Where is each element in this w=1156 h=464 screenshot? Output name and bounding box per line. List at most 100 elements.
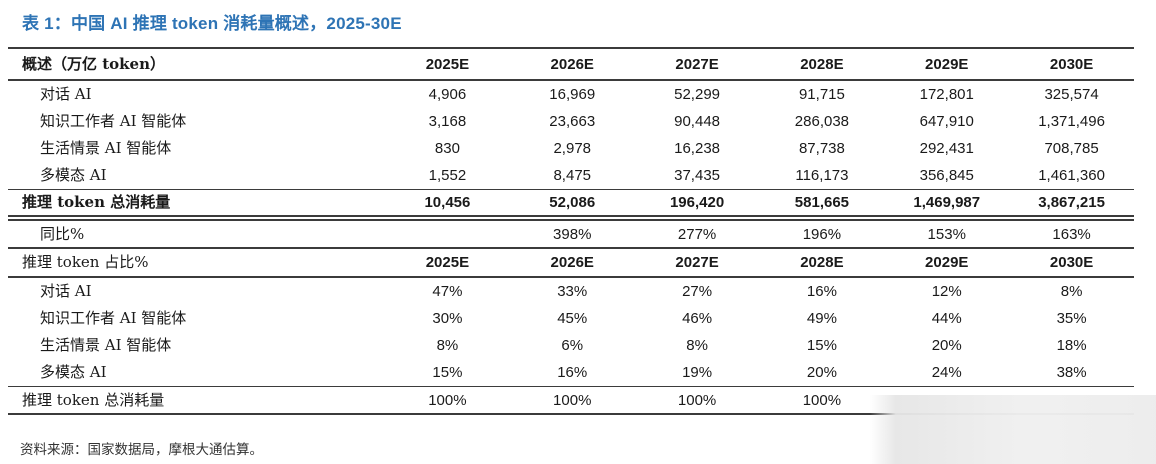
total-label: 推理 token 总消耗量 xyxy=(22,193,171,211)
year-header: 2029E xyxy=(925,254,969,271)
cell-value: 4,906 xyxy=(428,86,467,103)
cell-value: 277% xyxy=(677,225,717,243)
table-title: 表 1：中国 AI 推理 token 消耗量概述，2025-30E xyxy=(22,14,402,33)
year-header: 2025E xyxy=(425,55,470,73)
source-note: 资料来源：国家数据局，摩根大通估算。 xyxy=(20,442,263,458)
cell-value: 10,456 xyxy=(424,194,471,211)
row-label: 对话 AI xyxy=(40,85,92,103)
cell-value: 8,475 xyxy=(553,167,592,184)
year-header: 2025E xyxy=(425,254,470,271)
row-label: 同比% xyxy=(40,224,85,243)
section1-header-label: 概述（万亿 token） xyxy=(22,54,165,73)
year-header: 2026E xyxy=(550,55,594,73)
section1-header-row: 概述（万亿 token） 2025E 2026E 2027E 2028E 202… xyxy=(8,47,1134,81)
table-row: 对话 AI 4,906 16,969 52,299 91,715 172,801… xyxy=(8,81,1134,108)
cell-value: 20% xyxy=(806,364,837,381)
cell-value: 1,371,496 xyxy=(1038,113,1105,130)
table-row: 知识工作者 AI 智能体 30% 45% 46% 49% 44% 35% xyxy=(8,305,1134,332)
section2-header-row: 推理 token 占比% 2025E 2026E 2027E 2028E 202… xyxy=(8,249,1134,278)
cell-value: 16,238 xyxy=(674,140,721,157)
year-header: 2026E xyxy=(550,254,594,271)
cell-value: 172,801 xyxy=(919,86,974,103)
cell-value: 15% xyxy=(806,337,837,354)
cell-value: 581,665 xyxy=(794,194,850,211)
cell-value: 46% xyxy=(682,310,713,327)
cell-value: 15% xyxy=(432,364,463,381)
cell-value: 292,431 xyxy=(919,140,974,157)
row-label: 对话 AI xyxy=(40,282,92,300)
total-label: 推理 token 总消耗量 xyxy=(22,390,165,409)
cell-value: 30% xyxy=(432,310,463,327)
cell-value: 90,448 xyxy=(674,113,721,130)
cell-value: 18% xyxy=(1056,337,1087,354)
cell-value: 47% xyxy=(432,283,463,300)
cell-value: 286,038 xyxy=(794,113,850,130)
cell-value: 1,469,987 xyxy=(913,194,981,211)
cell-value: 23,663 xyxy=(549,113,596,130)
cell-value: 33% xyxy=(557,283,588,300)
year-header: 2030E xyxy=(1049,254,1094,271)
yoy-row: 同比% 398% 277% 196% 153% 163% xyxy=(8,221,1134,249)
cell-value: 100% xyxy=(553,391,592,409)
cell-value: 647,910 xyxy=(919,113,974,130)
cell-value: 20% xyxy=(931,337,962,354)
table-row: 对话 AI 47% 33% 27% 16% 12% 8% xyxy=(8,278,1134,305)
cell-value: 19% xyxy=(682,364,713,381)
cell-value: 38% xyxy=(1056,364,1087,381)
cell-value: 24% xyxy=(931,364,962,381)
cell-value: 6% xyxy=(561,337,584,354)
cell-value: 37,435 xyxy=(674,167,721,184)
table-row: 多模态 AI 1,552 8,475 37,435 116,173 356,84… xyxy=(8,162,1134,189)
table-row: 生活情景 AI 智能体 830 2,978 16,238 87,738 292,… xyxy=(8,135,1134,162)
cell-value: 708,785 xyxy=(1044,140,1099,157)
token-consumption-table: 概述（万亿 token） 2025E 2026E 2027E 2028E 202… xyxy=(8,47,1134,415)
cell-value: 356,845 xyxy=(919,167,974,184)
table-row: 生活情景 AI 智能体 8% 6% 8% 15% 20% 18% xyxy=(8,332,1134,359)
cell-value: 3,168 xyxy=(428,113,467,130)
cell-value: 398% xyxy=(553,225,592,243)
cell-value: 830 xyxy=(434,140,460,157)
cell-value: 49% xyxy=(806,310,837,327)
cell-value: 196% xyxy=(802,225,842,243)
cell-value: 16% xyxy=(806,283,837,300)
cell-value: 35% xyxy=(1056,310,1087,327)
row-label: 知识工作者 AI 智能体 xyxy=(40,112,187,130)
cell-value: 91,715 xyxy=(798,86,845,103)
cell-value: 8% xyxy=(686,337,708,354)
cell-value: 8% xyxy=(436,337,459,354)
cell-value: 325,574 xyxy=(1044,86,1099,103)
cell-value: 12% xyxy=(931,283,962,300)
row-label: 生活情景 AI 智能体 xyxy=(40,139,172,157)
cell-value: 153% xyxy=(927,225,966,243)
table-row: 多模态 AI 15% 16% 19% 20% 24% 38% xyxy=(8,359,1134,386)
cell-value: 116,173 xyxy=(795,167,849,184)
cell-value: 52,086 xyxy=(549,194,596,211)
year-header: 2029E xyxy=(925,55,969,73)
year-header: 2028E xyxy=(800,55,844,73)
section2-total-row: 推理 token 总消耗量 100% 100% 100% 100% xyxy=(8,386,1134,415)
section2-header-label: 推理 token 占比% xyxy=(22,253,149,271)
cell-value: 163% xyxy=(1052,225,1091,243)
cell-value: 1,552 xyxy=(428,167,467,184)
cell-value: 44% xyxy=(931,310,962,327)
year-header: 2028E xyxy=(800,254,844,271)
cell-value: 45% xyxy=(557,310,588,327)
cell-value: 87,738 xyxy=(798,140,845,157)
cell-value: 27% xyxy=(682,283,713,300)
cell-value: 8% xyxy=(1060,283,1083,300)
table-row: 知识工作者 AI 智能体 3,168 23,663 90,448 286,038… xyxy=(8,108,1134,135)
cell-value: 100% xyxy=(802,391,842,409)
year-header: 2030E xyxy=(1049,55,1094,73)
cell-value: 52,299 xyxy=(674,86,721,103)
row-label: 多模态 AI xyxy=(40,166,107,184)
row-label: 多模态 AI xyxy=(40,363,107,381)
cell-value: 2,978 xyxy=(553,140,592,157)
cell-value: 1,461,360 xyxy=(1038,167,1105,184)
row-label: 知识工作者 AI 智能体 xyxy=(40,309,187,327)
year-header: 2027E xyxy=(675,55,719,73)
section1-total-row: 推理 token 总消耗量 10,456 52,086 196,420 581,… xyxy=(8,189,1134,221)
cell-value: 100% xyxy=(677,391,717,409)
cell-value: 16% xyxy=(557,364,588,381)
cell-value: 100% xyxy=(428,391,467,409)
row-label: 生活情景 AI 智能体 xyxy=(40,336,172,354)
